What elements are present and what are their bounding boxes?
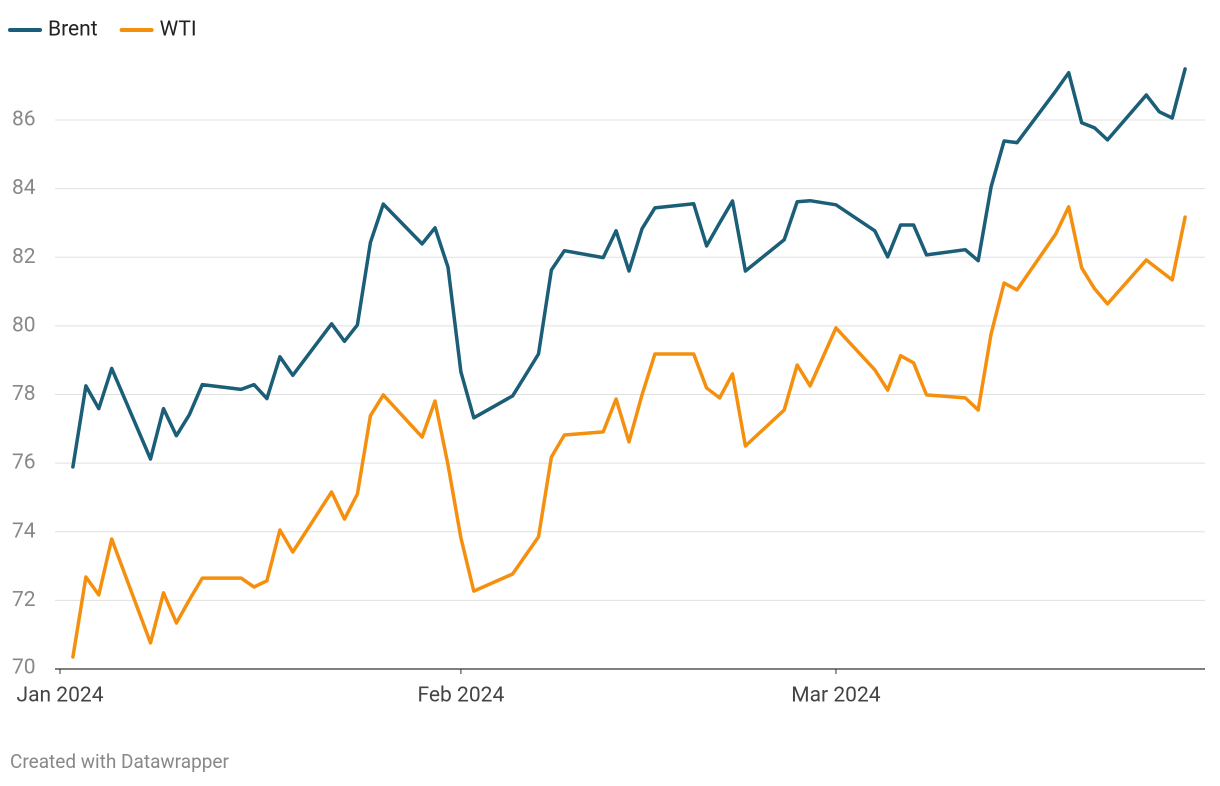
series-line	[71, 205, 1187, 659]
y-tick-label: 82	[12, 245, 36, 269]
x-tick-label: Mar 2024	[791, 684, 880, 708]
legend-label: Brent	[48, 18, 98, 42]
x-tick-label: Jan 2024	[16, 684, 103, 708]
legend-label: WTI	[160, 18, 197, 42]
y-tick-label: 72	[12, 588, 36, 612]
y-tick-label: 76	[12, 451, 36, 475]
y-tick-label: 70	[12, 656, 36, 680]
series-line	[71, 67, 1187, 469]
y-tick-label: 84	[12, 176, 36, 200]
y-tick-label: 80	[12, 313, 36, 337]
y-tick-label: 74	[12, 519, 36, 543]
y-tick-label: 86	[12, 108, 36, 132]
x-tick-label: Feb 2024	[418, 684, 505, 708]
y-tick-label: 78	[12, 382, 36, 406]
credit: Created with Datawrapper	[10, 750, 229, 773]
